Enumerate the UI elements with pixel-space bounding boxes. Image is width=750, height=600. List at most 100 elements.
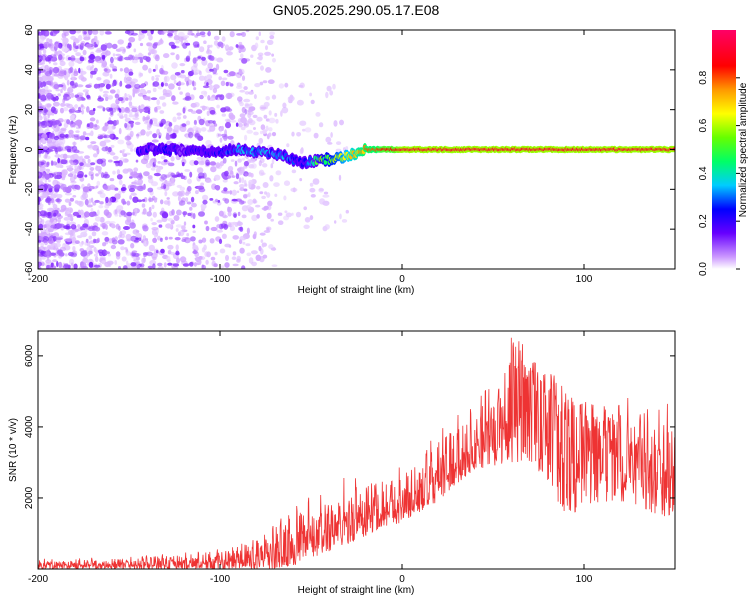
heatmap-cell: [53, 192, 58, 197]
heatmap-cell: [94, 123, 98, 128]
heatmap-cell: [261, 195, 266, 200]
heatmap-cell: [128, 95, 133, 101]
heatmap-cell: [200, 182, 205, 186]
heatmap-cell: [69, 80, 75, 86]
heatmap-cell: [52, 259, 58, 263]
heatmap-cell: [88, 109, 95, 116]
heatmap-cell: [60, 159, 68, 165]
heatmap-cell: [64, 253, 68, 257]
heatmap-cell: [177, 173, 182, 178]
heatmap-cell: [187, 212, 192, 217]
heatmap-cell: [113, 160, 121, 164]
heatmap-cell: [102, 107, 106, 112]
heatmap-cell: [227, 135, 234, 140]
heatmap-cell: [45, 259, 52, 264]
heatmap-cell: [253, 127, 256, 130]
heatmap-cell: [207, 30, 211, 37]
heatmap-cell: [52, 97, 57, 102]
heatmap-cell: [199, 70, 202, 76]
heatmap-cell: [133, 185, 141, 190]
heatmap-cell: [73, 43, 77, 49]
heatmap-cell: [167, 218, 173, 222]
heatmap-cell: [105, 50, 111, 56]
heatmap-cell: [146, 211, 152, 217]
heatmap-cell: [148, 124, 152, 128]
heatmap-cell: [255, 254, 262, 261]
heatmap-cell: [41, 219, 45, 225]
heatmap-cell: [133, 48, 137, 53]
heatmap-cell: [126, 211, 133, 217]
heatmap-cell: [105, 251, 110, 255]
heatmap-cell: [322, 194, 330, 198]
heatmap-cell: [190, 196, 195, 203]
heatmap-cell: [226, 51, 233, 56]
heatmap-cell: [65, 238, 73, 242]
heatmap-cell: [101, 231, 109, 236]
heatmap-cell: [83, 36, 91, 41]
heatmap-cell: [143, 171, 150, 177]
heatmap-cell: [253, 131, 259, 136]
heatmap-cell: [201, 105, 206, 111]
heatmap-cell: [114, 187, 119, 191]
heatmap-cell: [303, 206, 308, 211]
heatmap-cell: [115, 251, 121, 257]
heatmap-cell: [206, 74, 213, 80]
heatmap-cell: [137, 93, 144, 97]
heatmap-cell: [219, 248, 226, 254]
heatmap-cell: [70, 92, 75, 98]
heatmap-cell: [155, 64, 158, 71]
heatmap-cell: [241, 58, 248, 64]
heatmap-cell: [76, 84, 84, 88]
heatmap-cell: [116, 88, 120, 95]
heatmap-cell: [96, 77, 102, 81]
heatmap-cell: [110, 144, 115, 148]
heatmap-cell: [163, 262, 167, 268]
heatmap-cell: [140, 129, 146, 136]
heatmap-cell: [191, 69, 194, 75]
heatmap-cell: [149, 119, 153, 126]
heatmap-cell: [164, 179, 168, 185]
heatmap-cell: [151, 222, 157, 226]
heatmap-cell: [138, 237, 142, 241]
heatmap-cell: [192, 244, 199, 251]
heatmap-cell: [183, 211, 186, 218]
heatmap-cell: [159, 67, 164, 75]
heatmap-cell: [86, 106, 90, 113]
heatmap-cell: [167, 32, 173, 37]
heatmap-cell: [53, 73, 60, 77]
heatmap-cell: [153, 157, 157, 165]
heatmap-cell: [205, 106, 209, 110]
heatmap-cell: [67, 167, 73, 172]
heatmap-cell: [38, 49, 42, 55]
heatmap-cell: [260, 39, 265, 44]
heatmap-cell: [246, 129, 253, 134]
heatmap-cell: [124, 113, 128, 119]
heatmap-cell: [198, 118, 205, 126]
heatmap-cell: [94, 58, 100, 62]
heatmap-cell: [143, 183, 146, 190]
heatmap-cell: [119, 150, 123, 154]
heatmap-cell: [325, 136, 332, 143]
heatmap-cell: [44, 70, 52, 77]
heatmap-cell: [218, 210, 224, 217]
snr-series-line: [38, 337, 675, 569]
heatmap-cell: [103, 135, 107, 139]
heatmap-cell: [143, 240, 149, 247]
heatmap-cell: [215, 63, 220, 71]
heatmap-cell: [114, 213, 119, 217]
heatmap-cell: [271, 132, 277, 137]
heatmap-cell: [210, 44, 213, 48]
heatmap-cell: [42, 56, 46, 61]
heatmap-cell: [107, 253, 112, 257]
heatmap-cell: [244, 104, 251, 109]
heatmap-cell: [63, 225, 70, 230]
heatmap-cell: [49, 132, 53, 138]
heatmap-cell: [257, 52, 264, 57]
heatmap-cell: [202, 194, 209, 201]
heatmap-cell: [55, 198, 62, 203]
heatmap-cell: [249, 103, 253, 106]
heatmap-cell: [121, 256, 127, 262]
heatmap-cell: [103, 249, 106, 256]
heatmap-cell: [165, 94, 171, 97]
ridge-cell: [323, 159, 328, 165]
